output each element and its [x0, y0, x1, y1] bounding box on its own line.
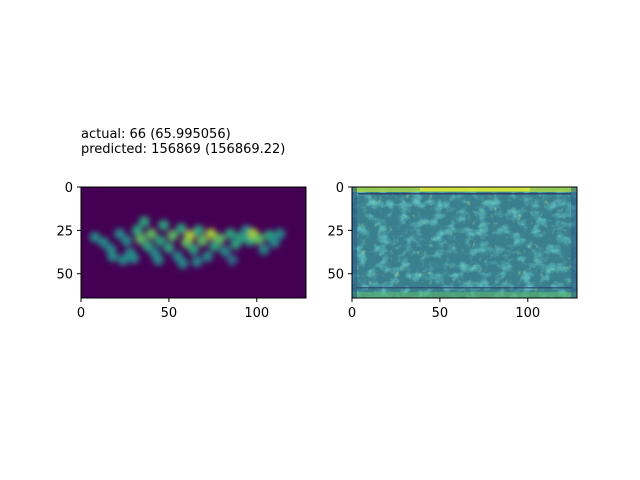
heatmap-actual-frame [80, 186, 307, 299]
y-tick-label-predicted: 25 [327, 224, 344, 239]
density-blob [89, 231, 101, 243]
figure-title-line-2: predicted: 156869 (156869.22) [81, 142, 286, 157]
heatmap-actual [81, 187, 306, 298]
heatmap-predicted-bottom-band [352, 292, 577, 298]
density-blob [145, 228, 157, 240]
heatmap-actual-axes: 0 50 100 0 25 50 [56, 181, 269, 321]
density-blob [205, 228, 217, 240]
density-blob [135, 233, 147, 245]
heatmap-actual-background [81, 187, 306, 298]
heatmap-predicted-right-edge [571, 187, 577, 298]
density-blob [214, 233, 226, 245]
density-blob [184, 230, 196, 242]
density-blob [193, 224, 205, 236]
y-tick-label-actual: 50 [56, 268, 73, 283]
x-tick-label-predicted: 100 [515, 306, 540, 321]
y-tick-label-predicted: 50 [327, 268, 344, 283]
density-blob [274, 228, 286, 240]
density-blob [138, 216, 150, 228]
y-tick-label-predicted: 0 [336, 181, 344, 196]
heatmap-predicted-axes: 0 50 100 0 25 50 [327, 181, 540, 321]
density-blob [258, 243, 270, 255]
x-tick-label-actual: 50 [161, 306, 178, 321]
density-blob [219, 245, 231, 257]
heatmap-predicted-texture-2 [352, 187, 577, 298]
density-blob [158, 219, 170, 231]
x-tick-label-predicted: 50 [432, 306, 449, 321]
y-tick-label-actual: 0 [65, 181, 73, 196]
density-blob [128, 252, 140, 264]
density-blob [196, 235, 208, 247]
x-tick-label-predicted: 0 [348, 306, 356, 321]
density-blob [154, 235, 166, 247]
heatmap-predicted-inner-line-top [358, 193, 571, 195]
density-blob [268, 237, 280, 248]
x-tick-label-actual: 0 [77, 306, 85, 321]
density-blob [114, 228, 126, 240]
density-blob [152, 254, 164, 266]
heatmap-predicted [352, 187, 577, 298]
density-blob [131, 224, 143, 236]
density-blob [107, 250, 119, 262]
density-blob [177, 257, 189, 269]
density-blob [224, 228, 236, 240]
density-blob [191, 256, 203, 268]
heatmap-actual-blobs [89, 216, 286, 269]
figure-title-line-1: actual: 66 (65.995056) [81, 127, 231, 142]
heatmap-predicted-frame [351, 186, 578, 299]
density-blob [253, 233, 265, 245]
density-blob [98, 237, 110, 248]
density-blob [188, 243, 199, 255]
heatmap-predicted-inner-line-bottom [356, 287, 572, 289]
density-blob [202, 250, 214, 262]
density-blob [121, 235, 133, 247]
x-tick-label-actual: 100 [244, 306, 269, 321]
heatmap-predicted-left-edge [352, 187, 357, 298]
density-blob [163, 242, 175, 254]
density-blob [166, 230, 178, 242]
density-blob [175, 223, 187, 235]
density-blob [226, 254, 238, 266]
density-blob [142, 240, 154, 252]
y-tick-label-actual: 25 [56, 224, 73, 239]
heatmap-predicted-top-band-bright [420, 187, 530, 191]
density-blob [117, 254, 129, 266]
